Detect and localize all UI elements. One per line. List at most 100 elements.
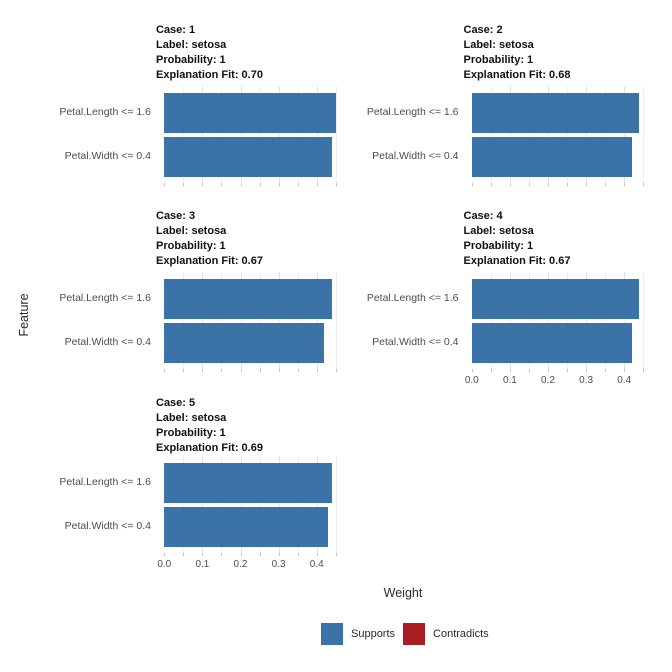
- facet-case-title: Case: 3: [156, 210, 196, 222]
- x-tick: [509, 183, 511, 186]
- x-tick: [221, 369, 223, 372]
- gridline: [624, 86, 626, 183]
- facet-probability-line: Probability: 1: [156, 54, 226, 66]
- gridline: [548, 86, 549, 183]
- x-tick: [605, 183, 607, 186]
- facet-label-line: Label: setosa: [156, 412, 227, 424]
- facet-case-title: Case: 5: [156, 397, 196, 409]
- x-tick: [605, 369, 607, 372]
- gridline: [297, 272, 299, 369]
- gridline: [221, 272, 223, 369]
- feature-label: Petal.Length <= 1.6: [59, 476, 151, 488]
- weight-bar: [164, 507, 329, 547]
- gridline: [183, 456, 185, 553]
- facet-fit-line: Explanation Fit: 0.67: [156, 255, 263, 267]
- x-tick-label: 0.3: [271, 559, 286, 570]
- weight-bar: [164, 279, 332, 319]
- x-tick: [259, 553, 261, 556]
- x-tick: [643, 183, 645, 186]
- x-tick: [316, 183, 318, 186]
- facet-probability-line: Probability: 1: [156, 240, 226, 252]
- gridline: [240, 86, 242, 183]
- facet-label-line: Label: setosa: [463, 225, 534, 237]
- feature-label: Petal.Length <= 1.6: [59, 106, 151, 118]
- gridline: [643, 86, 645, 183]
- x-tick: [259, 369, 261, 372]
- facet-panel: [464, 272, 649, 369]
- x-tick-label: 0.0: [464, 375, 479, 386]
- gridline: [490, 272, 492, 369]
- x-tick: [567, 183, 569, 186]
- x-tick: [202, 369, 204, 372]
- legend-item-supports: Supports: [321, 623, 395, 645]
- x-tick: [335, 553, 337, 556]
- facet-panel: [157, 86, 341, 183]
- x-tick: [221, 553, 223, 556]
- contradicts-swatch: [403, 623, 426, 645]
- facet-fit-line: Explanation Fit: 0.68: [463, 69, 571, 81]
- x-tick: [490, 183, 492, 186]
- x-tick: [183, 369, 185, 372]
- x-tick: [548, 183, 549, 186]
- x-tick: [548, 369, 549, 372]
- gridline: [335, 86, 337, 183]
- gridline: [240, 456, 242, 553]
- x-tick-label: 0.4: [309, 559, 324, 570]
- facet-probability-line: Probability: 1: [156, 427, 226, 439]
- facet-panel: [157, 456, 341, 553]
- x-tick: [471, 183, 473, 186]
- x-tick: [297, 553, 299, 556]
- x-tick: [335, 183, 337, 186]
- x-tick: [221, 183, 223, 186]
- x-tick: [335, 369, 337, 372]
- facet-header: Case: 1 Label: setosa Probability: 1 Exp…: [156, 23, 263, 83]
- gridline: [335, 456, 337, 553]
- x-tick-label: 0.2: [233, 559, 248, 570]
- feature-label: Petal.Width <= 0.4: [64, 336, 151, 348]
- facet-probability-line: Probability: 1: [463, 54, 534, 66]
- gridline: [183, 272, 185, 369]
- gridline: [490, 86, 492, 183]
- feature-label: Petal.Length <= 1.6: [59, 292, 151, 304]
- x-tick: [202, 553, 204, 556]
- legend-label: Contradicts: [433, 628, 489, 640]
- legend: Supports Contradicts: [321, 623, 497, 645]
- feature-label: Petal.Length <= 1.6: [366, 292, 459, 304]
- x-tick-label: 0.4: [617, 375, 632, 386]
- gridline: [605, 86, 607, 183]
- gridline: [297, 456, 299, 553]
- x-tick: [183, 183, 185, 186]
- x-tick: [240, 369, 242, 372]
- facet-case-title: Case: 4: [463, 210, 503, 222]
- supports-swatch: [321, 623, 343, 645]
- gridline: [567, 272, 569, 369]
- gridline: [278, 272, 280, 369]
- facet-panel: [157, 272, 341, 369]
- facet-label-line: Label: setosa: [156, 225, 227, 237]
- x-tick: [471, 369, 473, 372]
- gridline: [548, 272, 549, 369]
- facet-header: Case: 4 Label: setosa Probability: 1 Exp…: [464, 209, 571, 269]
- facet-probability-line: Probability: 1: [463, 240, 534, 252]
- x-tick: [490, 369, 492, 372]
- x-tick: [586, 369, 588, 372]
- gridline: [316, 456, 318, 553]
- gridline: [624, 272, 626, 369]
- gridline: [586, 86, 588, 183]
- gridline: [586, 272, 588, 369]
- weight-bar: [471, 323, 632, 363]
- x-tick: [586, 183, 588, 186]
- x-tick: [202, 183, 204, 186]
- facet-case-title: Case: 2: [463, 24, 503, 36]
- gridline: [297, 86, 299, 183]
- gridline: [278, 456, 280, 553]
- x-tick: [164, 183, 166, 186]
- x-tick: [278, 369, 280, 372]
- x-tick-label: 0.1: [502, 375, 517, 386]
- x-tick: [509, 369, 511, 372]
- facet-header: Case: 5 Label: setosa Probability: 1 Exp…: [156, 396, 263, 456]
- gridline: [316, 272, 318, 369]
- x-tick-label: 0.0: [157, 559, 172, 570]
